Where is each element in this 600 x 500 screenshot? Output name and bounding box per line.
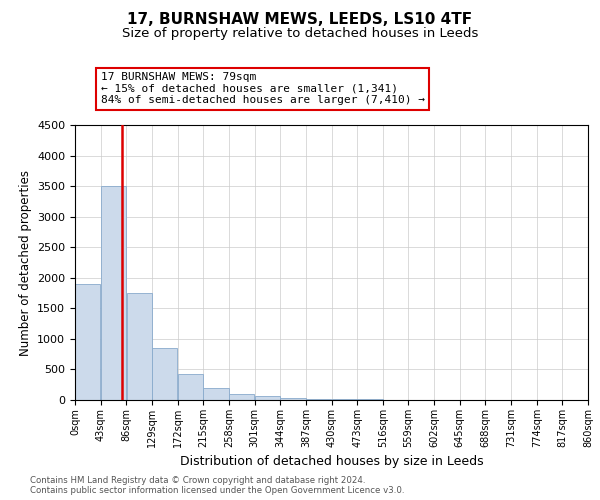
Text: 17, BURNSHAW MEWS, LEEDS, LS10 4TF: 17, BURNSHAW MEWS, LEEDS, LS10 4TF bbox=[127, 12, 473, 28]
Bar bbox=[255, 396, 280, 400]
Bar bbox=[101, 186, 126, 400]
Bar bbox=[203, 388, 229, 400]
X-axis label: Distribution of detached houses by size in Leeds: Distribution of detached houses by size … bbox=[179, 456, 484, 468]
Bar bbox=[178, 374, 203, 400]
Text: 17 BURNSHAW MEWS: 79sqm
← 15% of detached houses are smaller (1,341)
84% of semi: 17 BURNSHAW MEWS: 79sqm ← 15% of detache… bbox=[101, 72, 425, 106]
Text: Size of property relative to detached houses in Leeds: Size of property relative to detached ho… bbox=[122, 28, 478, 40]
Y-axis label: Number of detached properties: Number of detached properties bbox=[19, 170, 32, 356]
Bar bbox=[280, 398, 305, 400]
Bar bbox=[332, 399, 357, 400]
Text: Contains HM Land Registry data © Crown copyright and database right 2024.
Contai: Contains HM Land Registry data © Crown c… bbox=[30, 476, 404, 495]
Bar bbox=[306, 399, 331, 400]
Bar bbox=[152, 348, 178, 400]
Bar bbox=[127, 293, 152, 400]
Bar bbox=[229, 394, 254, 400]
Bar bbox=[75, 284, 100, 400]
